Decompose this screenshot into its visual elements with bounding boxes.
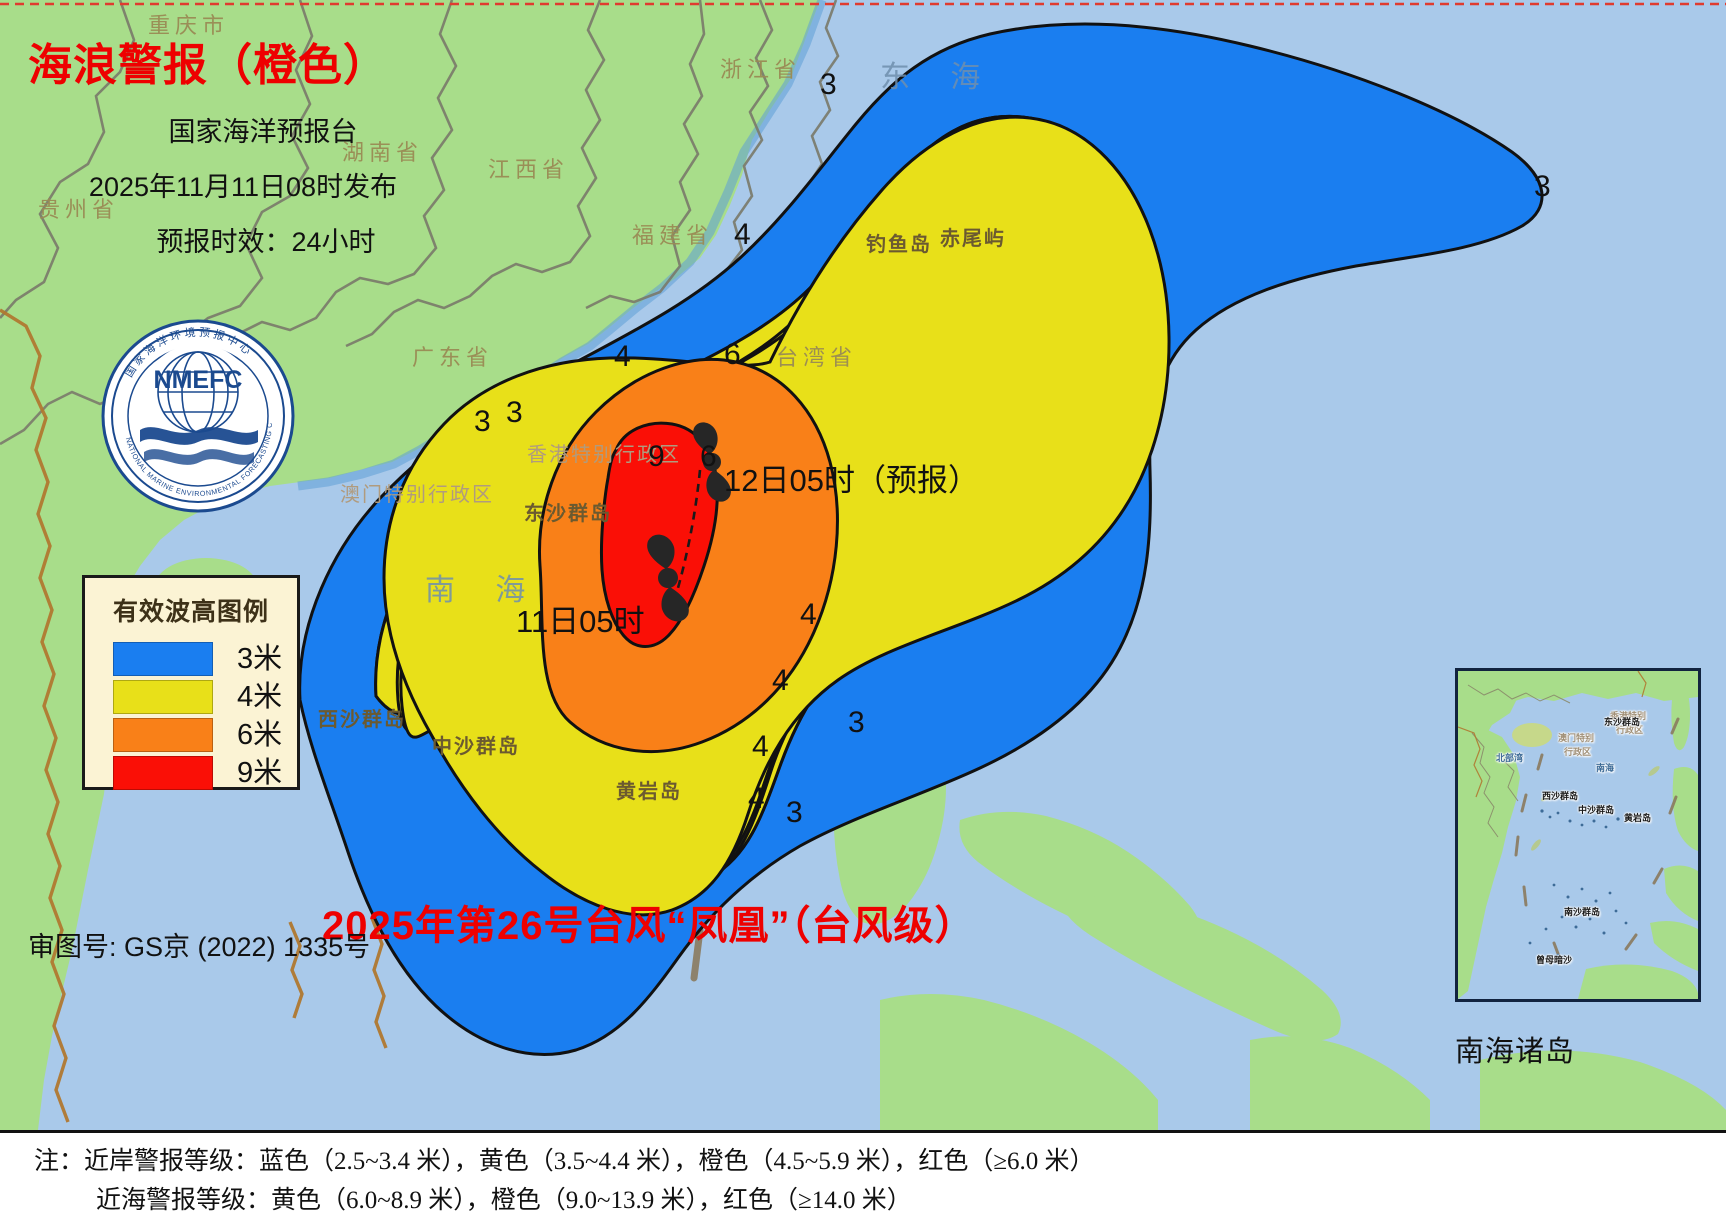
page-title: 海浪警报（橙色） [28,41,388,90]
nmefc-logo: NMEFC 国家海洋环境预报中心 NATIONAL MARINE ENVIRON… [97,311,296,514]
legend-label: 3米 [237,642,283,675]
legend-swatch [113,718,213,752]
inset-label: 西沙群岛 [1542,791,1579,801]
logo-acronym: NMEFC [154,366,243,394]
inset-label: 北部湾 [1496,753,1524,763]
legend-title: 有效波高图例 [112,598,269,626]
wave-height-legend: 有效波高图例 3米 4米 6米 9米 [82,575,300,790]
legend-label: 4米 [237,680,283,713]
legend-label: 6米 [237,718,283,751]
legend-label: 9米 [237,756,283,789]
legend-swatch [113,756,213,790]
legend-swatch [113,680,213,714]
map-graphic [0,0,1726,1130]
inset-label: 澳门特别 [1558,733,1595,743]
south-china-sea-inset-map: 北部湾 香港特别 行政区 澳门特别 行政区 东沙群岛 南海 西沙群岛 中沙群岛 黄岩岛 南沙群岛 曾母… [1455,668,1701,1002]
inset-label: 香港特别 [1610,711,1647,721]
inset-label: 行政区 [1564,747,1592,757]
legend-swatch [113,642,213,676]
inset-label: 曾母暗沙 [1536,955,1573,965]
warning-header: 海浪警报（橙色） 国家海洋预报台 2025年11月11日08时发布 预报时效：2… [28,41,458,259]
typhoon-forecast-time-label: 12日05时（预报） [724,463,979,498]
inset-label: 黄岩岛 [1624,813,1652,823]
legend-item-4米: 4米 [113,678,297,716]
inset-label: 行政区 [1616,725,1644,735]
inset-caption: 南海诸岛 [1455,1036,1576,1068]
legend-rows: 3米 4米 6米 9米 [85,640,297,792]
typhoon-name-label: 2025年第26号台风“凤凰”（台风级） [322,904,976,948]
map-approval-number: 审图号: GS京 (2022) 1335号 [28,932,371,962]
note-offshore: 近海警报等级：黄色（6.0~8.9 米），橙色（9.0~13.9 米），红色（≥… [96,1186,912,1214]
legend-item-9米: 9米 [113,754,297,792]
inset-label: 东沙群岛 [1604,717,1641,727]
warning-level-notes: 注：近岸警报等级：蓝色（2.5~3.4 米），黄色（3.5~4.4 米），橙色（… [0,1130,1726,1222]
typhoon-current-time-label: 11日05时 [516,604,645,639]
inset-label: 南海 [1596,763,1615,773]
inset-label: 南沙群岛 [1564,907,1601,917]
issuer-label: 国家海洋预报台 [168,117,358,148]
legend-item-6米: 6米 [113,716,297,754]
inset-label: 中沙群岛 [1578,805,1615,815]
map-canvas: 重庆市 浙江省 湖南省 贵州省 江西省 福建省 广东省 台湾省 香港特别行政区 澳门特别行政区东 … [0,0,1726,1130]
validity-label: 预报时效：24小时 [156,227,376,258]
note-nearshore: 注：近岸警报等级：蓝色（2.5~3.4 米），黄色（3.5~4.4 米），橙色（… [34,1148,1095,1175]
legend-item-3米: 3米 [113,640,297,678]
issue-time-label: 2025年11月11日08时发布 [88,172,398,203]
